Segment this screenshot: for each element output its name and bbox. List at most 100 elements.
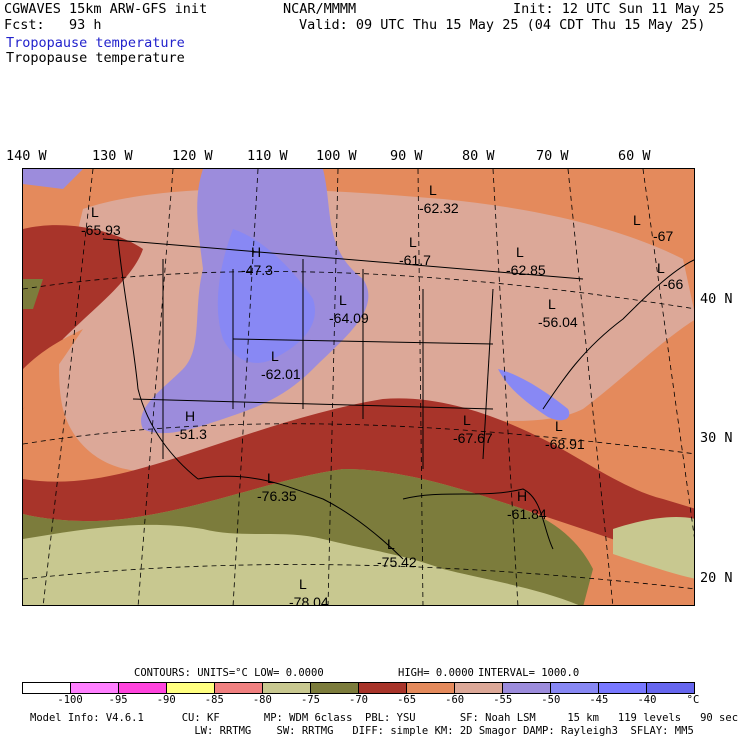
extremum-letter: H (251, 244, 261, 260)
color-swatch (647, 683, 694, 693)
extremum-letter: L (267, 470, 275, 486)
color-tick-label: -95 (108, 694, 128, 706)
center-label: NCAR/MMMM (283, 1, 357, 17)
valid-time: Valid: 09 UTC Thu 15 May 25 (04 CDT Thu … (299, 17, 706, 33)
color-tick-label: -40 (637, 694, 657, 706)
color-tick-label: -55 (493, 694, 513, 706)
extremum-letter: L (516, 244, 524, 260)
color-tick-label: -50 (541, 694, 561, 706)
extremum-value: -61.7 (399, 252, 431, 268)
extremum-value: -64.09 (329, 310, 369, 326)
extremum-value: -56.04 (538, 314, 578, 330)
field-blue-se (498, 369, 570, 421)
color-tick-label: -65 (397, 694, 417, 706)
contour-high: HIGH= 0.0000 (398, 667, 474, 679)
lon-label: 110 W (247, 148, 288, 164)
color-tick-label: -100 (57, 694, 83, 706)
contour-info: CONTOURS: UNITS=°C LOW= 0.0000 (134, 667, 324, 679)
extremum-letter: H (185, 408, 195, 424)
model-title: CGWAVES 15km ARW-GFS init (4, 1, 208, 17)
lon-label: 60 W (618, 148, 651, 164)
lat-label: 30 N (700, 430, 733, 446)
extremum-value: -62.01 (261, 366, 301, 382)
extremum-value: -78.04 (289, 594, 329, 606)
contour-field-title: Tropopause temperature (6, 50, 185, 66)
extremum-letter: L (463, 412, 471, 428)
color-swatch (167, 683, 215, 693)
color-legend-bar (22, 682, 695, 694)
init-time: Init: 12 UTC Sun 11 May 25 (513, 1, 725, 17)
extremum-letter: L (555, 418, 563, 434)
contour-interval: INTERVAL= 1000.0 (478, 667, 580, 679)
extremum-letter: L (633, 212, 641, 228)
color-swatch (119, 683, 167, 693)
lon-label: 80 W (462, 148, 495, 164)
lon-label: 100 W (316, 148, 357, 164)
forecast-hour: Fcst: 93 h (4, 17, 102, 33)
lon-label: 90 W (390, 148, 423, 164)
color-tick-label: -90 (156, 694, 176, 706)
lat-lon-grid (23, 169, 694, 605)
extremum-letter: L (429, 182, 437, 198)
extremum-value: -62.32 (419, 200, 459, 216)
tropopause-temperature-map: L -65.93 H -47.3 L -64.09 L -62.01 H -51… (22, 168, 695, 606)
model-info-line2: LW: RRTMG SW: RRTMG DIFF: simple KM: 2D … (30, 725, 694, 737)
color-swatch (551, 683, 599, 693)
color-swatch (263, 683, 311, 693)
field-tan-east (613, 517, 694, 579)
extremum-value: -65.93 (81, 222, 121, 238)
lon-label: 130 W (92, 148, 133, 164)
extremum-value: -68.91 (545, 436, 585, 452)
extremum-value: -67.67 (453, 430, 493, 446)
extremum-value: -67 (653, 228, 673, 244)
model-info-line1: Model Info: V4.6.1 CU: KF MP: WDM 6class… (30, 712, 739, 724)
extremum-letter: L (271, 348, 279, 364)
color-unit-label: °C (686, 694, 700, 706)
extremum-letter: L (91, 204, 99, 220)
field-olive-nw (23, 279, 43, 309)
color-swatch (359, 683, 407, 693)
color-swatch (215, 683, 263, 693)
field-tan (23, 524, 579, 605)
extremum-letter: H (517, 488, 527, 504)
extremum-letter: L (409, 234, 417, 250)
political-boundaries (102, 238, 694, 560)
field-orange-west (23, 329, 83, 409)
color-tick-label: -75 (300, 694, 320, 706)
extrema-labels: L -65.93 H -47.3 L -64.09 L -62.01 H -51… (81, 182, 683, 606)
color-tick-label: -85 (204, 694, 224, 706)
lon-label: 120 W (172, 148, 213, 164)
color-swatch (407, 683, 455, 693)
lon-label: 140 W (6, 148, 47, 164)
color-field-title: Tropopause temperature (6, 35, 185, 51)
field-blue (217, 229, 315, 363)
color-swatch (23, 683, 71, 693)
lon-label: 70 W (536, 148, 569, 164)
extremum-letter: L (387, 536, 395, 552)
extremum-value: -66 (663, 276, 683, 292)
extremum-letter: L (657, 260, 665, 276)
color-swatch (455, 683, 503, 693)
extremum-letter: L (548, 296, 556, 312)
color-swatch (503, 683, 551, 693)
field-red-south (23, 398, 694, 569)
map-canvas: L -65.93 H -47.3 L -64.09 L -62.01 H -51… (23, 169, 694, 606)
color-tick-label: -60 (445, 694, 465, 706)
extremum-value: -51.3 (175, 426, 207, 442)
color-swatch (311, 683, 359, 693)
color-tick-label: -70 (349, 694, 368, 706)
extremum-value: -61.84 (507, 506, 547, 522)
color-swatch (71, 683, 119, 693)
extremum-value: -75.42 (377, 554, 417, 570)
color-tick-label: -80 (252, 694, 272, 706)
lat-label: 40 N (700, 291, 733, 307)
extremum-value: -47.3 (241, 262, 273, 278)
color-tick-label: -45 (589, 694, 609, 706)
extremum-value: -62.85 (506, 262, 546, 278)
extremum-letter: L (339, 292, 347, 308)
extremum-letter: L (299, 576, 307, 592)
lat-label: 20 N (700, 570, 733, 586)
field-purple-nw (23, 169, 83, 189)
extremum-value: -76.35 (257, 488, 297, 504)
color-swatch (599, 683, 647, 693)
